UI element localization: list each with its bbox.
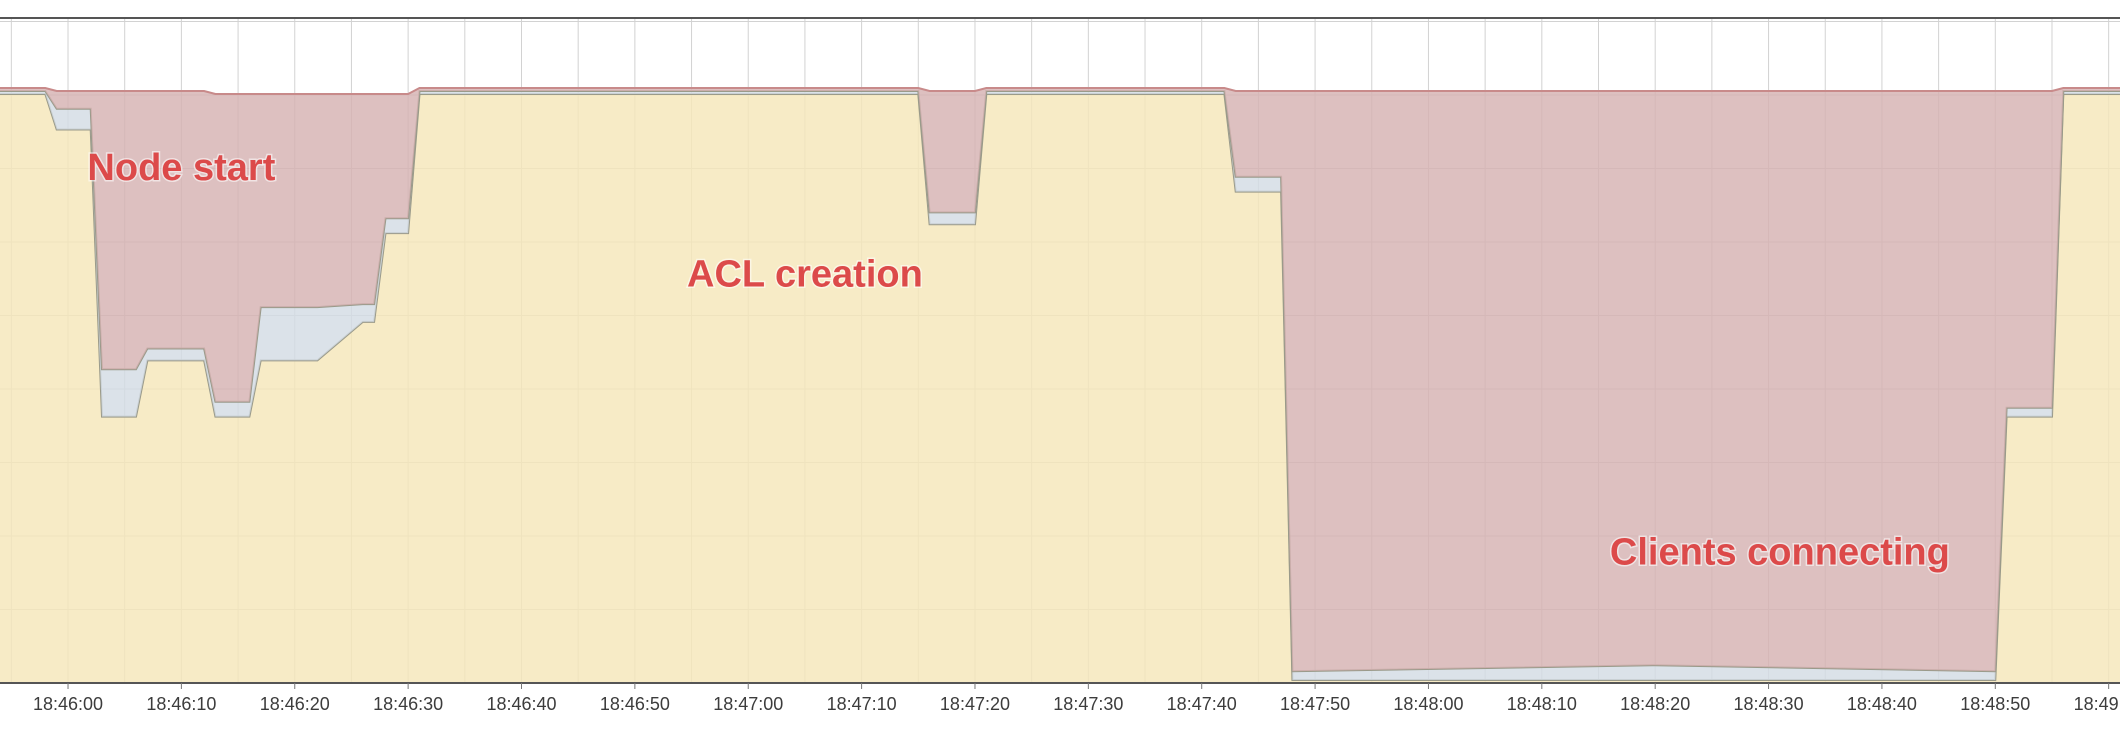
x-tick-label: 18:48:10 xyxy=(1507,694,1577,714)
x-tick-label: 18:46:50 xyxy=(600,694,670,714)
area-series-3 xyxy=(0,88,2120,672)
x-tick-label: 18:46:00 xyxy=(33,694,103,714)
area-series-1 xyxy=(0,94,2120,683)
x-tick-label: 18:47:10 xyxy=(827,694,897,714)
axes xyxy=(0,17,2120,684)
annotation-label: Clients connecting xyxy=(1610,532,1950,574)
x-tick-label: 18:48:50 xyxy=(1960,694,2030,714)
x-tick-label: 18:48:00 xyxy=(1393,694,1463,714)
x-tick-label: 18:46:20 xyxy=(260,694,330,714)
x-tick-label: 18:46:40 xyxy=(486,694,556,714)
annotation-label: ACL creation xyxy=(687,253,923,295)
area-series-group xyxy=(0,87,2120,683)
x-tick-label: 18:48:30 xyxy=(1734,694,1804,714)
annotations: Node start ACL creation Clients connecting xyxy=(86,145,1951,575)
x-tick-label: 18:48:40 xyxy=(1847,694,1917,714)
x-tick-label: 18:47:20 xyxy=(940,694,1010,714)
x-tick-label: 18:47:40 xyxy=(1167,694,1237,714)
x-tick-label: 18:49:00 xyxy=(2074,694,2120,714)
x-tick-label: 18:47:00 xyxy=(713,694,783,714)
x-tick-label: 18:48:20 xyxy=(1620,694,1690,714)
x-tick-label: 18:47:50 xyxy=(1280,694,1350,714)
area-series-3-line xyxy=(0,87,2120,95)
x-tick-label: 18:46:30 xyxy=(373,694,443,714)
x-tick-label: 18:46:10 xyxy=(146,694,216,714)
annotation-label: Node start xyxy=(87,147,275,189)
x-tick-labels: 18:46:00 18:46:10 18:46:20 18:46:30 18:46:40… xyxy=(33,683,2120,714)
x-tick-label: 18:47:30 xyxy=(1053,694,1123,714)
